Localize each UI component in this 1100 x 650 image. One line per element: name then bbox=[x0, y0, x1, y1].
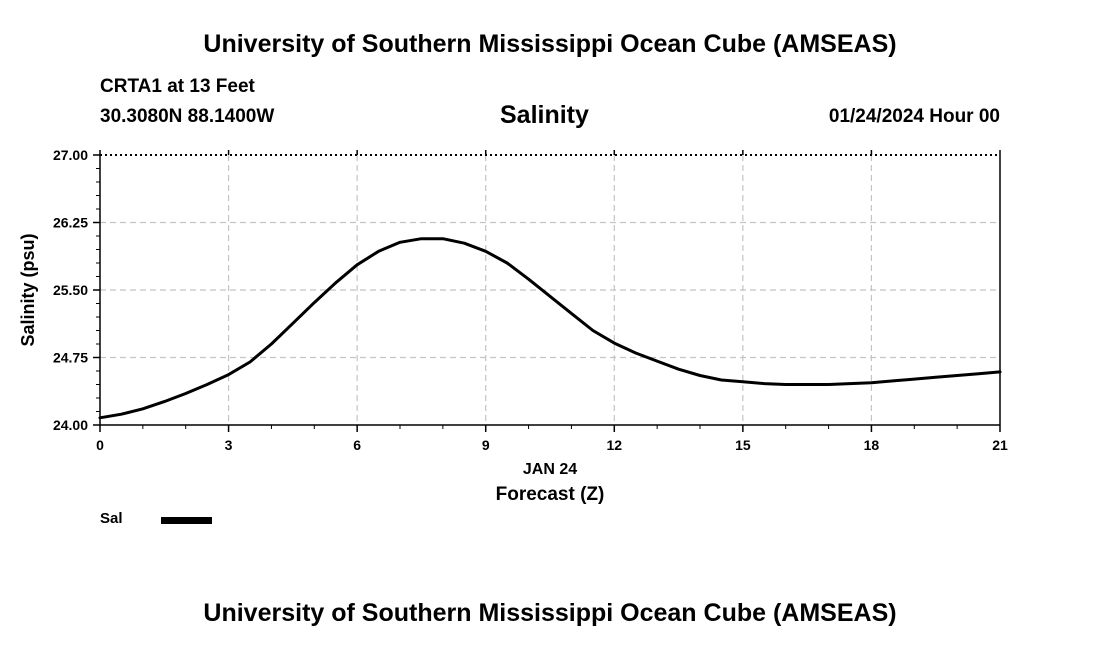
y-tick-label: 24.00 bbox=[53, 417, 88, 433]
station-coordinates: 30.3080N 88.1400W bbox=[100, 106, 275, 127]
y-tick-label: 26.25 bbox=[53, 215, 88, 231]
x-axis-label: Forecast (Z) bbox=[496, 484, 605, 505]
y-tick-label: 24.75 bbox=[53, 350, 88, 366]
x-tick-label: 9 bbox=[482, 437, 490, 453]
x-tick-label: 6 bbox=[353, 437, 361, 453]
footer-title: University of Southern Mississippi Ocean… bbox=[203, 599, 897, 627]
y-tick-label: 25.50 bbox=[53, 282, 88, 298]
x-tick-label: 18 bbox=[864, 437, 880, 453]
page-title: University of Southern Mississippi Ocean… bbox=[203, 30, 897, 58]
station-label: CRTA1 at 13 Feet bbox=[100, 76, 255, 97]
series-line-sal bbox=[98, 237, 1002, 420]
forecast-datetime: 01/24/2024 Hour 00 bbox=[828, 106, 1000, 127]
x-tick-label: 12 bbox=[606, 437, 622, 453]
x-tick-label: 15 bbox=[735, 437, 751, 453]
x-tick-label: 0 bbox=[96, 437, 104, 453]
x-axis-sublabel: JAN 24 bbox=[523, 461, 577, 478]
legend-swatch-sal bbox=[161, 517, 212, 524]
y-tick-label: 27.00 bbox=[53, 147, 88, 163]
x-tick-label: 3 bbox=[225, 437, 233, 453]
x-tick-label: 21 bbox=[992, 437, 1008, 453]
legend-label-sal: Sal bbox=[100, 510, 123, 527]
y-axis-label: Salinity (psu) bbox=[18, 233, 38, 346]
chart-title: Salinity bbox=[500, 101, 589, 129]
